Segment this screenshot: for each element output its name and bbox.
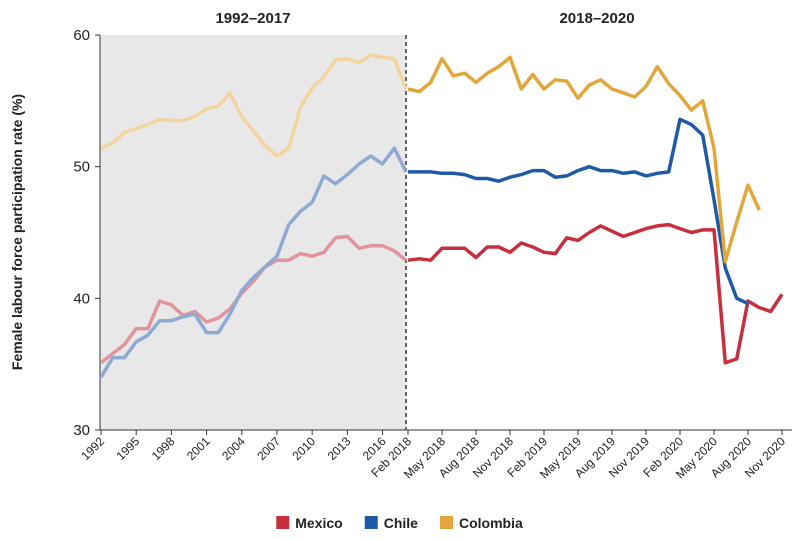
series-line [99, 234, 408, 365]
series-line [407, 55, 761, 264]
legend-swatch [276, 516, 290, 529]
legend: Mexico Chile Colombia [276, 515, 523, 531]
period-shade [100, 35, 406, 430]
series-line [99, 146, 408, 379]
x-tick-label: 1995 [114, 434, 143, 463]
y-tick-label: 40 [73, 290, 90, 307]
legend-swatch [439, 516, 453, 529]
legend-label: Colombia [459, 515, 523, 531]
x-tick-label: 2007 [254, 434, 283, 463]
series-line [100, 53, 408, 158]
panel-title: 1992–2017 [215, 10, 290, 27]
y-axis-label: Female labour force participation rate (… [9, 94, 25, 370]
legend-label: Mexico [295, 515, 342, 531]
x-tick-label: 2013 [325, 434, 354, 463]
y-tick-label: 50 [73, 159, 90, 176]
panel-title: 2018–2020 [559, 10, 634, 27]
legend-label: Chile [384, 515, 418, 531]
y-tick-label: 30 [73, 422, 90, 439]
x-tick-label: 2010 [289, 434, 318, 463]
y-tick-label: 60 [73, 27, 90, 44]
series-line [407, 222, 784, 365]
x-tick-label: 2001 [184, 434, 213, 463]
x-tick-label: 1998 [149, 434, 178, 463]
series-line [408, 117, 749, 306]
legend-swatch [364, 516, 378, 529]
x-tick-label: 2004 [219, 434, 248, 463]
